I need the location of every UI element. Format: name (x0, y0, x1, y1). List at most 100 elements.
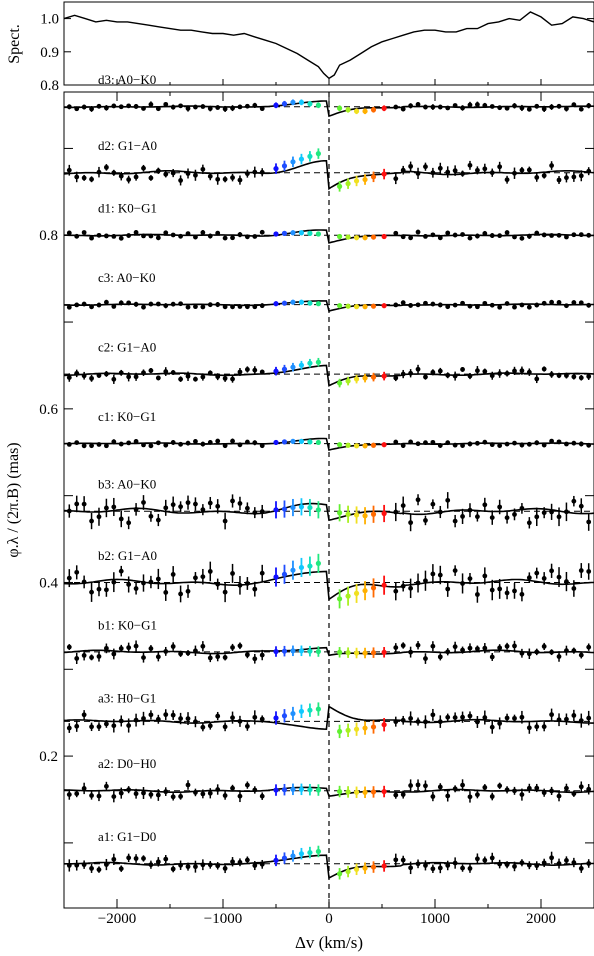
colored-data-point (290, 99, 296, 105)
series-group: c1: K0−G1 (63, 409, 594, 451)
data-point (497, 105, 503, 111)
data-point (423, 233, 428, 239)
data-point (237, 793, 243, 799)
data-point (578, 718, 584, 724)
data-point (534, 103, 540, 109)
data-point (89, 443, 94, 449)
data-point (118, 173, 124, 179)
colored-data-point (273, 439, 279, 446)
data-point (504, 177, 510, 183)
data-point (437, 368, 443, 374)
data-point (526, 441, 532, 447)
colored-data-point (281, 855, 288, 861)
data-point (497, 371, 503, 376)
data-point (96, 724, 102, 730)
data-point (141, 442, 146, 448)
data-point (96, 169, 102, 175)
data-point (556, 232, 562, 238)
colored-data-point (298, 299, 305, 305)
data-point (193, 790, 198, 795)
data-point (445, 586, 451, 592)
data-point (556, 177, 562, 183)
data-point (244, 505, 250, 511)
data-point (133, 717, 139, 723)
data-point (519, 368, 525, 374)
data-point (126, 787, 132, 793)
data-point (89, 589, 94, 595)
data-point (126, 374, 132, 380)
data-point (423, 164, 428, 170)
data-point (423, 783, 428, 789)
data-point (230, 105, 235, 111)
data-point (259, 229, 265, 235)
data-point (222, 375, 228, 381)
data-point (155, 106, 161, 112)
data-point (504, 515, 510, 521)
data-point (74, 862, 80, 868)
data-point (564, 785, 569, 791)
colored-data-point (362, 375, 368, 381)
data-point (185, 231, 191, 237)
data-point (230, 304, 235, 310)
data-point (437, 865, 443, 871)
colored-data-point (298, 230, 305, 236)
data-point (170, 370, 176, 375)
data-point (155, 792, 161, 798)
series-model-curve (63, 646, 594, 657)
data-point (126, 582, 132, 587)
colored-data-point (298, 648, 305, 654)
data-point (207, 500, 213, 506)
data-point (170, 572, 176, 577)
colored-data-point (290, 159, 296, 165)
data-point (126, 520, 132, 526)
data-point (89, 176, 94, 182)
data-point (163, 230, 169, 236)
data-point (526, 575, 532, 581)
data-point (74, 569, 80, 575)
data-point (578, 375, 584, 381)
data-point (526, 233, 532, 239)
data-point (111, 856, 117, 862)
data-point (96, 442, 102, 447)
data-point (445, 714, 451, 720)
colored-data-point (281, 230, 288, 236)
data-point (252, 169, 258, 175)
data-point (526, 725, 532, 731)
data-point (549, 712, 554, 718)
colored-data-point (290, 648, 296, 654)
colored-data-point (370, 789, 377, 795)
data-point (215, 105, 221, 110)
colored-data-point (370, 864, 377, 870)
series-group: a1: G1−D0 (64, 829, 594, 880)
data-point (185, 500, 191, 506)
data-point (445, 793, 451, 799)
series-group: a3: H0−G1 (63, 690, 594, 739)
data-point (586, 519, 592, 525)
data-point (111, 234, 117, 239)
data-point (230, 376, 235, 382)
data-point (259, 652, 265, 658)
series-group: b1: K0−G1 (63, 617, 594, 664)
data-point (66, 792, 72, 797)
data-point (437, 654, 443, 660)
colored-data-point (362, 865, 368, 871)
data-point (549, 299, 554, 305)
data-point (586, 374, 592, 379)
data-point (252, 367, 258, 373)
main-xlabel: Δv (km/s) (295, 933, 363, 952)
data-point (512, 511, 517, 517)
data-point (393, 230, 399, 236)
data-point (111, 651, 117, 657)
colored-data-point (381, 171, 387, 177)
data-point (148, 175, 154, 181)
data-point (452, 302, 458, 308)
data-point (512, 788, 517, 794)
data-point (512, 440, 517, 446)
data-point (141, 856, 146, 861)
data-point (66, 167, 72, 173)
data-point (215, 503, 221, 509)
data-point (81, 104, 87, 110)
colored-data-point (281, 648, 288, 654)
spectrum-ytick-label: 1.0 (40, 12, 59, 28)
data-point (259, 509, 265, 514)
